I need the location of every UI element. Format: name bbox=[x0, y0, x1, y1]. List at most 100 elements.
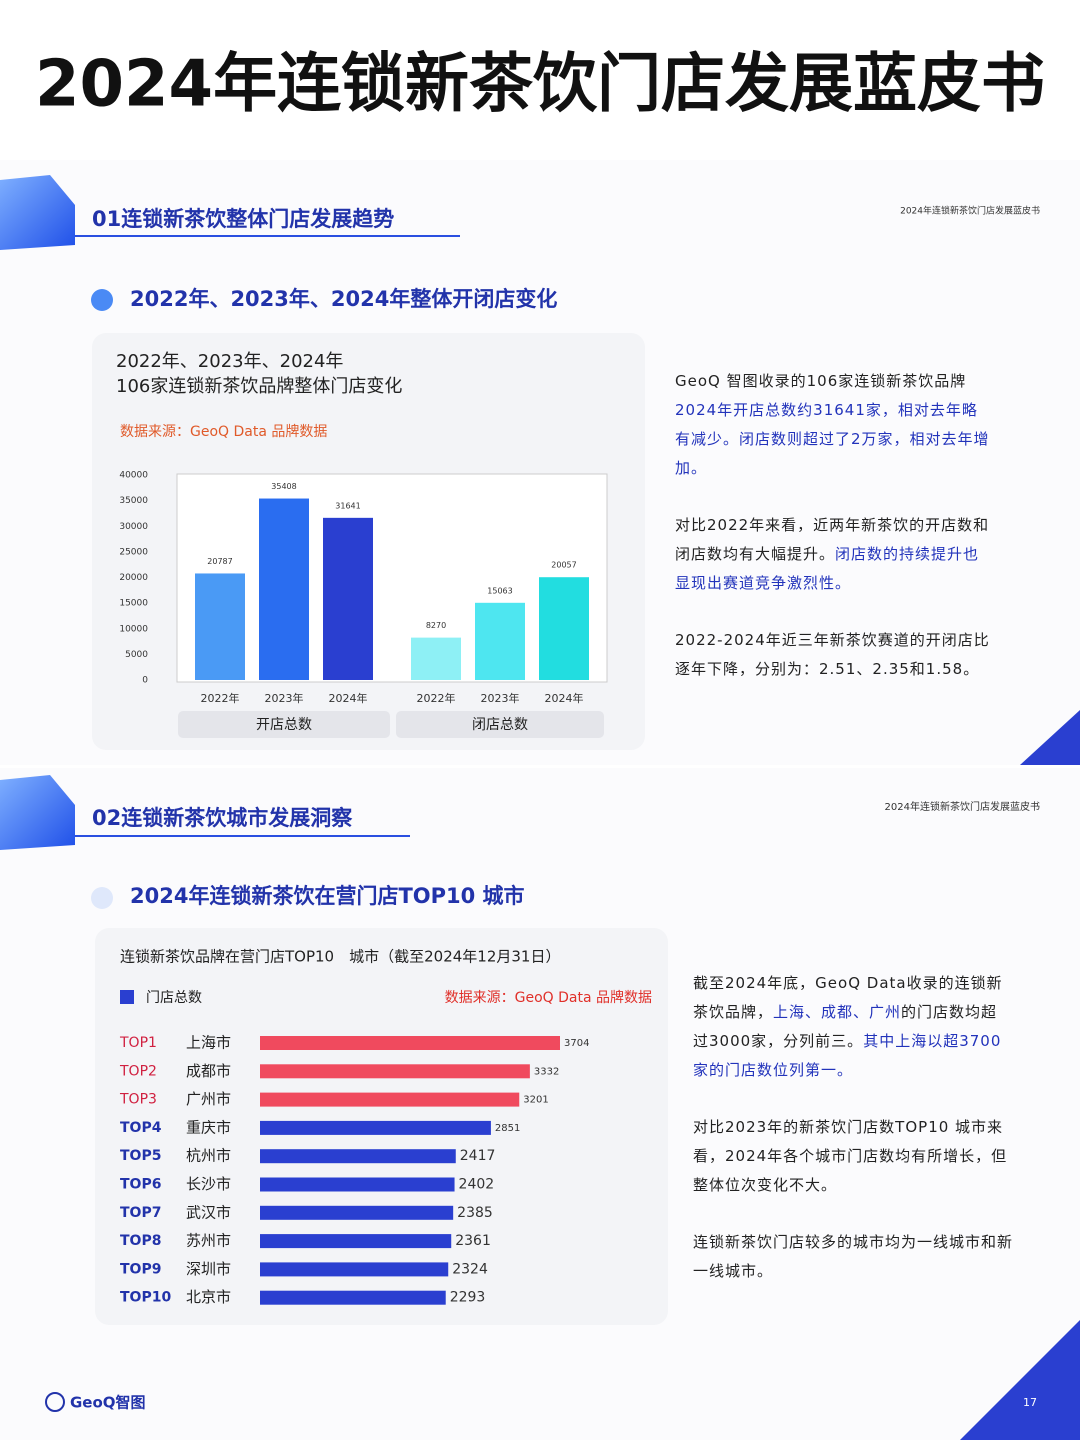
category-label: 杭州市 bbox=[186, 1147, 231, 1165]
text-run: 截至2024年底，GeoQ Data收录的连锁新茶饮品牌， bbox=[693, 974, 1003, 1021]
value-label: 2361 bbox=[455, 1233, 491, 1249]
x-tick-label: 2024年 bbox=[329, 691, 368, 705]
paragraph: GeoQ 智图收录的106家连锁新茶饮品牌 2024年开店总数约31641家，相对… bbox=[675, 367, 990, 483]
value-label: 2293 bbox=[450, 1290, 486, 1306]
text-run: 上海、成都、广州 bbox=[773, 1003, 902, 1021]
bullet bbox=[91, 289, 113, 311]
value-label: 3332 bbox=[534, 1066, 559, 1077]
rank-label: TOP2 bbox=[119, 1063, 157, 1079]
value-label: 20787 bbox=[207, 557, 232, 566]
x-tick-label: 2023年 bbox=[481, 691, 520, 705]
bar bbox=[260, 1064, 530, 1079]
chart-source: 数据来源：GeoQ Data 品牌数据 bbox=[445, 989, 652, 1006]
section-subtitle: 2022年、2023年、2024年整体开闭店变化 bbox=[130, 287, 557, 311]
rank-label: TOP7 bbox=[120, 1205, 161, 1221]
group-label: 开店总数 bbox=[256, 717, 312, 733]
legend-label: 门店总数 bbox=[146, 990, 202, 1006]
legend-swatch bbox=[120, 990, 134, 1004]
text-run: 对比2023年的新茶饮门店数TOP10 城市来看，2024年各个城市门店数均有所… bbox=[693, 1118, 1008, 1194]
bar bbox=[260, 1262, 449, 1277]
value-label: 8270 bbox=[426, 621, 446, 630]
value-label: 15063 bbox=[487, 586, 512, 595]
value-label: 2417 bbox=[460, 1148, 496, 1164]
bar bbox=[259, 498, 309, 680]
category-label: 广州市 bbox=[186, 1090, 231, 1108]
deco-block bbox=[0, 175, 75, 250]
group-box bbox=[396, 711, 604, 738]
x-tick-label: 2022年 bbox=[201, 691, 240, 705]
category-label: 上海市 bbox=[186, 1034, 231, 1052]
category-label: 长沙市 bbox=[186, 1175, 231, 1193]
chart-title: 2022年、2023年、2024年 bbox=[116, 351, 343, 372]
text-run: 2022-2024年近三年新茶饮赛道的开闭店比逐年下降，分别为：2.51、2.3… bbox=[675, 631, 990, 678]
text-run: 对比2022年来看，近两年新茶饮的开店数和闭店数均有大幅提升。 bbox=[675, 516, 990, 563]
rank-label: TOP3 bbox=[119, 1092, 157, 1108]
bar bbox=[260, 1149, 456, 1164]
corner-label: 2024年连锁新茶饮门店发展蓝皮书 bbox=[885, 800, 1040, 813]
bar bbox=[195, 573, 245, 680]
deco-corner bbox=[1020, 710, 1080, 765]
text-run: 闭店数的持续提升也显现出赛道竞争激烈性。 bbox=[675, 545, 980, 592]
section-heading: 01连锁新茶饮整体门店发展趋势 bbox=[92, 207, 394, 231]
section-subtitle: 2024年连锁新茶饮在营门店TOP10 城市 bbox=[130, 884, 525, 908]
y-tick-label: 30000 bbox=[119, 522, 148, 532]
value-label: 20057 bbox=[551, 561, 576, 570]
text-run: 连锁新茶饮门店较多的城市均为一线城市和新一线城市。 bbox=[693, 1233, 1014, 1280]
value-label: 35408 bbox=[271, 482, 296, 491]
bar bbox=[539, 577, 589, 680]
paragraph: 截至2024年底，GeoQ Data收录的连锁新茶饮品牌，上海、成都、广州的门店… bbox=[693, 969, 1013, 1085]
value-label: 3201 bbox=[523, 1095, 548, 1106]
text-run: 其中上海以超3700家的门店数位列第一。 bbox=[693, 1032, 1002, 1079]
paragraph: 对比2022年来看，近两年新茶饮的开店数和闭店数均有大幅提升。闭店数的持续提升也… bbox=[675, 511, 990, 598]
group-label: 闭店总数 bbox=[472, 717, 528, 733]
bullet bbox=[91, 887, 113, 909]
rank-label: TOP6 bbox=[120, 1177, 161, 1193]
chart-subtitle: 106家连锁新茶饮品牌整体门店变化 bbox=[116, 376, 402, 397]
bar bbox=[475, 602, 525, 680]
text-block: 截至2024年底，GeoQ Data收录的连锁新茶饮品牌，上海、成都、广州的门店… bbox=[693, 969, 1013, 1314]
deco-block bbox=[0, 775, 75, 850]
bar bbox=[260, 1234, 452, 1249]
page-title: 2024年连锁新茶饮门店发展蓝皮书 bbox=[35, 48, 1045, 122]
value-label: 2402 bbox=[459, 1177, 495, 1193]
y-tick-label: 40000 bbox=[119, 471, 148, 481]
deco-corner bbox=[960, 1320, 1080, 1440]
y-tick-label: 20000 bbox=[119, 573, 148, 583]
category-label: 成都市 bbox=[186, 1062, 231, 1080]
bar bbox=[260, 1290, 446, 1305]
rank-label: TOP10 bbox=[120, 1290, 171, 1306]
footer-logo: GeoQ智图 bbox=[70, 1394, 146, 1412]
category-label: 北京市 bbox=[186, 1288, 231, 1306]
section-heading: 02连锁新茶饮城市发展洞察 bbox=[92, 806, 353, 830]
category-label: 武汉市 bbox=[186, 1203, 231, 1221]
y-tick-label: 0 bbox=[142, 676, 148, 686]
text-run: 的门店数均超过3000家，分列前三。 bbox=[693, 1003, 998, 1050]
paragraph: 对比2023年的新茶饮门店数TOP10 城市来看，2024年各个城市门店数均有所… bbox=[693, 1113, 1013, 1200]
group-box bbox=[178, 711, 390, 738]
rank-label: TOP4 bbox=[120, 1120, 162, 1136]
paragraph: 连锁新茶饮门店较多的城市均为一线城市和新一线城市。 bbox=[693, 1228, 1013, 1286]
category-label: 深圳市 bbox=[186, 1260, 231, 1278]
value-label: 31641 bbox=[335, 501, 360, 510]
page-number: 17 bbox=[1023, 1396, 1037, 1409]
bar bbox=[260, 1036, 560, 1050]
value-label: 3704 bbox=[564, 1038, 589, 1049]
rank-label: TOP9 bbox=[120, 1261, 161, 1277]
chart-title: 连锁新茶饮品牌在营门店TOP10 城市（截至2024年12月31日） bbox=[120, 948, 560, 966]
y-tick-label: 5000 bbox=[125, 650, 148, 660]
y-tick-label: 10000 bbox=[119, 624, 148, 634]
chart-source: 数据来源：GeoQ Data 品牌数据 bbox=[120, 423, 327, 440]
value-label: 2851 bbox=[495, 1123, 520, 1134]
bar bbox=[411, 637, 461, 680]
bar bbox=[260, 1177, 455, 1192]
plot-frame bbox=[176, 473, 608, 683]
logo-icon bbox=[45, 1392, 65, 1412]
value-label: 2385 bbox=[457, 1205, 493, 1221]
value-label: 2324 bbox=[452, 1261, 488, 1277]
rank-label: TOP5 bbox=[120, 1148, 161, 1164]
paragraph: 2022-2024年近三年新茶饮赛道的开闭店比逐年下降，分别为：2.51、2.3… bbox=[675, 626, 990, 684]
rank-label: TOP1 bbox=[119, 1035, 157, 1051]
y-tick-label: 15000 bbox=[119, 599, 148, 609]
